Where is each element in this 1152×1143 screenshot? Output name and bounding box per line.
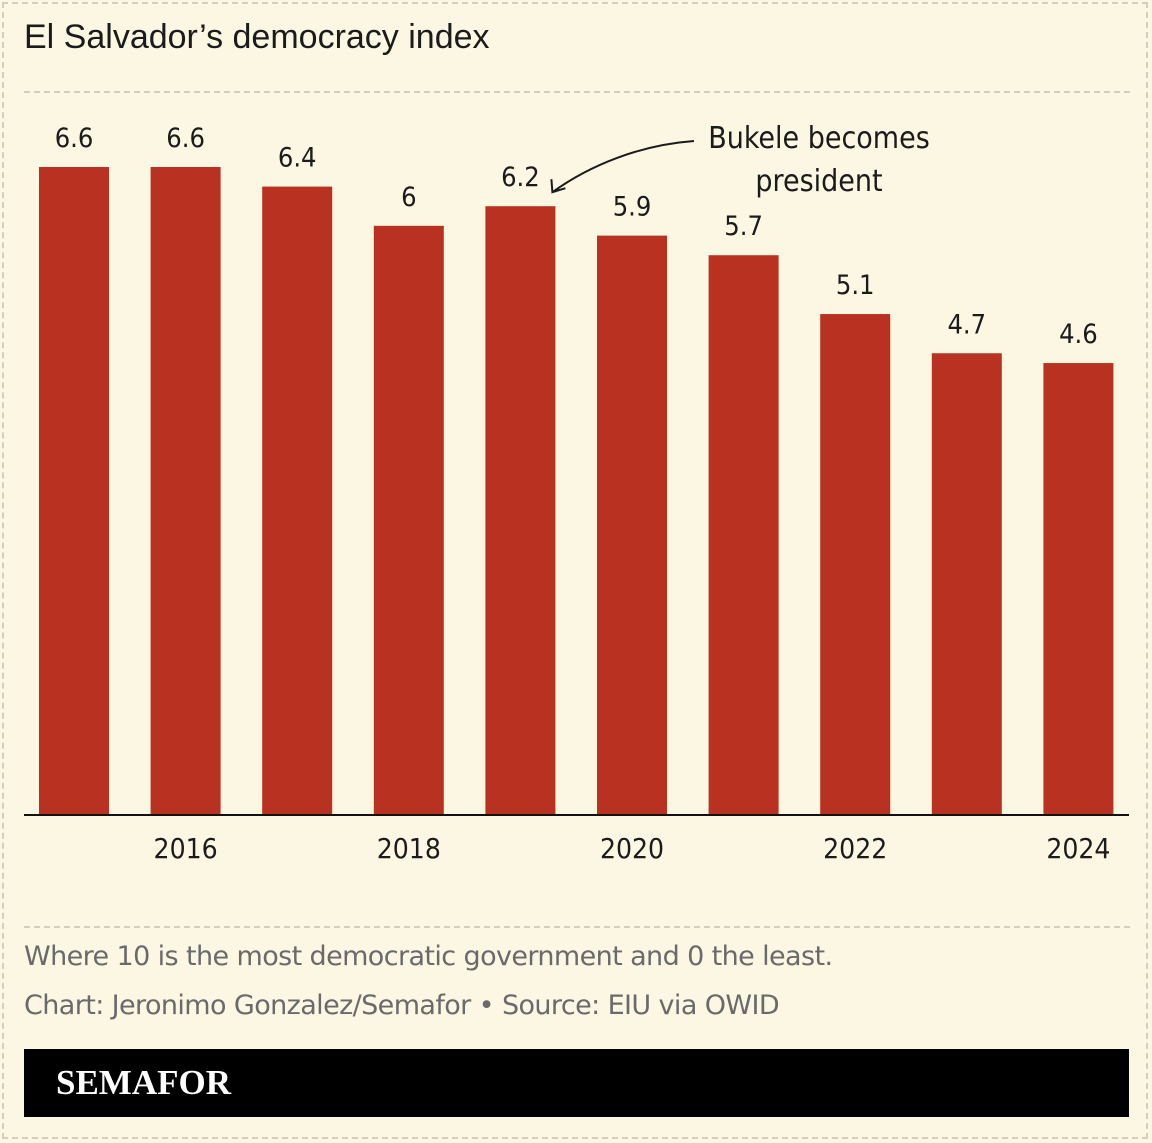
bar-2018 <box>373 225 444 814</box>
annotation-line-2: president <box>755 164 882 199</box>
annotation-line-1: Bukele becomes <box>708 121 930 156</box>
value-label-2018: 6 <box>401 182 416 213</box>
chart-credit: Chart: Jeronimo Gonzalez/Semafor • Sourc… <box>24 990 780 1021</box>
x-tick-label-2018: 2018 <box>377 832 441 865</box>
value-label-2024: 4.6 <box>1059 319 1098 350</box>
bar-2022 <box>820 314 891 814</box>
annotation-arrowhead <box>550 179 566 194</box>
annotation-arrow <box>551 140 695 194</box>
x-tick-label-2020: 2020 <box>600 832 664 865</box>
x-tick-label-2024: 2024 <box>1046 832 1110 865</box>
value-label-2017: 6.4 <box>278 143 317 174</box>
bar-2020 <box>597 235 667 814</box>
footer-bar: SEMAFOR <box>24 1049 1129 1117</box>
chart-title: El Salvador’s democracy index <box>24 18 490 56</box>
bar-2016 <box>150 167 221 814</box>
bar-chart: 6.6 6.6 6.4 6 6.2 5.9 5.7 5.1 4.7 4.6 2016 2018 2020… <box>24 121 1129 865</box>
bar-2023 <box>931 353 1002 814</box>
bar-2017 <box>262 186 333 814</box>
value-label-2020: 5.9 <box>613 192 652 223</box>
value-label-2019: 6.2 <box>501 162 540 193</box>
semafor-logo: SEMAFOR <box>56 1063 231 1102</box>
value-label-2015: 6.6 <box>55 123 94 154</box>
value-label-2023: 4.7 <box>947 309 986 340</box>
value-label-2021: 5.7 <box>724 211 763 242</box>
bar-2019 <box>485 206 556 814</box>
value-label-2022: 5.1 <box>836 270 875 301</box>
header-divider <box>24 91 1130 93</box>
bar-2015 <box>39 167 109 814</box>
chart-description: Where 10 is the most democratic governme… <box>24 941 833 972</box>
x-tick-label-2016: 2016 <box>154 832 218 865</box>
bar-2021 <box>708 255 779 814</box>
value-label-2016: 6.6 <box>166 123 205 154</box>
x-tick-label-2022: 2022 <box>823 832 887 865</box>
bar-2024 <box>1043 363 1114 814</box>
footer-divider <box>24 926 1130 928</box>
